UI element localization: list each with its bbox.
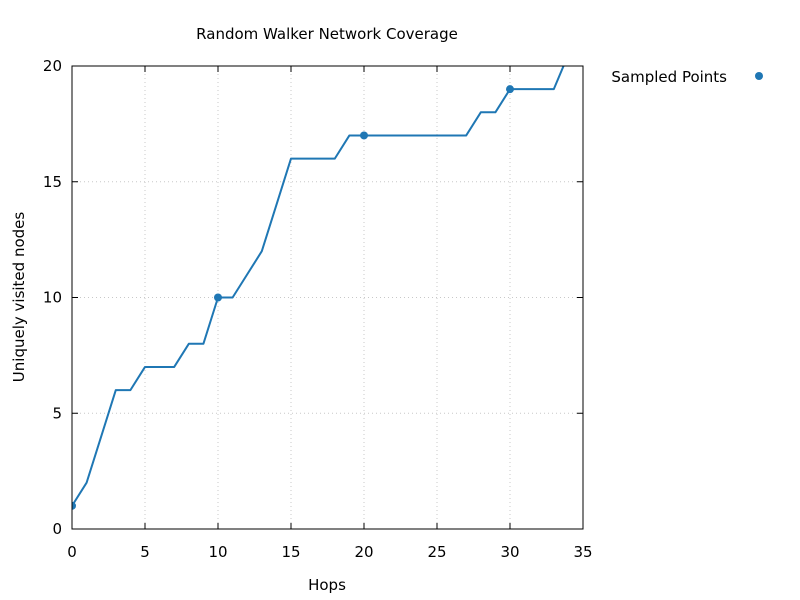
x-tick-label: 10 bbox=[208, 543, 227, 561]
x-tick-label: 0 bbox=[67, 543, 77, 561]
x-tick-label: 35 bbox=[573, 543, 592, 561]
grid-layer bbox=[72, 66, 583, 529]
y-tick-label: 0 bbox=[52, 520, 62, 538]
x-tick-label: 20 bbox=[354, 543, 373, 561]
y-axis-label: Uniquely visited nodes bbox=[10, 212, 28, 383]
chart-title: Random Walker Network Coverage bbox=[196, 25, 458, 43]
y-tick-label: 20 bbox=[43, 57, 62, 75]
y-tick-label: 10 bbox=[43, 289, 62, 307]
x-tick-label: 30 bbox=[500, 543, 519, 561]
x-tick-label: 25 bbox=[427, 543, 446, 561]
legend: Sampled Points bbox=[611, 68, 763, 86]
ticks-layer: 0 5 10 15 20 25 30 35 0 5 10 15 20 bbox=[43, 57, 593, 561]
y-tick-label: 5 bbox=[52, 404, 62, 422]
sampled-point bbox=[72, 501, 76, 510]
legend-label-sampled-points: Sampled Points bbox=[611, 68, 727, 86]
sampled-point bbox=[214, 293, 222, 302]
coverage-line bbox=[72, 66, 565, 507]
x-tick-label: 15 bbox=[281, 543, 300, 561]
sampled-point bbox=[506, 85, 514, 94]
x-tick-label: 5 bbox=[140, 543, 150, 561]
sampled-point bbox=[360, 131, 368, 140]
x-axis-label: Hops bbox=[308, 576, 346, 594]
series-layer bbox=[72, 66, 565, 510]
legend-marker-sampled-points bbox=[755, 72, 763, 80]
y-tick-label: 15 bbox=[43, 173, 62, 191]
plot-frame bbox=[71, 65, 584, 530]
